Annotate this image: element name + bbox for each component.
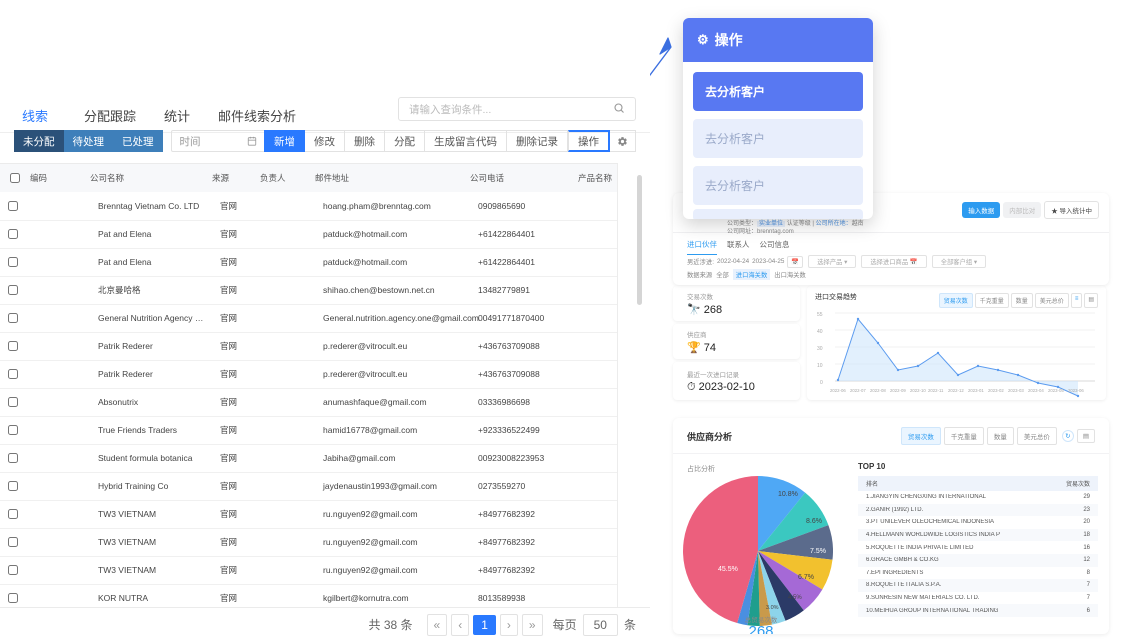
svg-text:40: 40 [817,329,823,335]
svg-text:2023-05: 2023-05 [1048,388,1064,393]
svg-text:4.5%: 4.5% [788,595,802,601]
svg-text:10: 10 [817,363,823,369]
svg-text:2022-11: 2022-11 [928,388,944,393]
svg-text:2022-06: 2022-06 [830,388,846,393]
svg-text:3.0%: 3.0% [766,605,779,611]
svg-text:8.6%: 8.6% [806,518,822,525]
svg-text:7.5%: 7.5% [810,548,826,555]
svg-text:0: 0 [820,380,823,386]
svg-text:2022-10: 2022-10 [910,388,926,393]
svg-text:30: 30 [817,346,823,352]
svg-text:45.5%: 45.5% [718,566,738,573]
svg-text:2022-09: 2022-09 [890,388,906,393]
svg-text:2022-12: 2022-12 [948,388,964,393]
svg-text:6.7%: 6.7% [798,574,814,581]
svg-text:2023-04: 2023-04 [1028,388,1044,393]
svg-text:2023-02: 2023-02 [988,388,1004,393]
svg-text:55: 55 [817,312,823,318]
svg-text:2022-08: 2022-08 [870,388,886,393]
svg-text:2023-01: 2023-01 [968,388,984,393]
svg-text:10.8%: 10.8% [778,491,798,498]
svg-text:2023-03: 2023-03 [1008,388,1024,393]
svg-text:2023-06: 2023-06 [1068,388,1084,393]
svg-text:2022-07: 2022-07 [850,388,866,393]
